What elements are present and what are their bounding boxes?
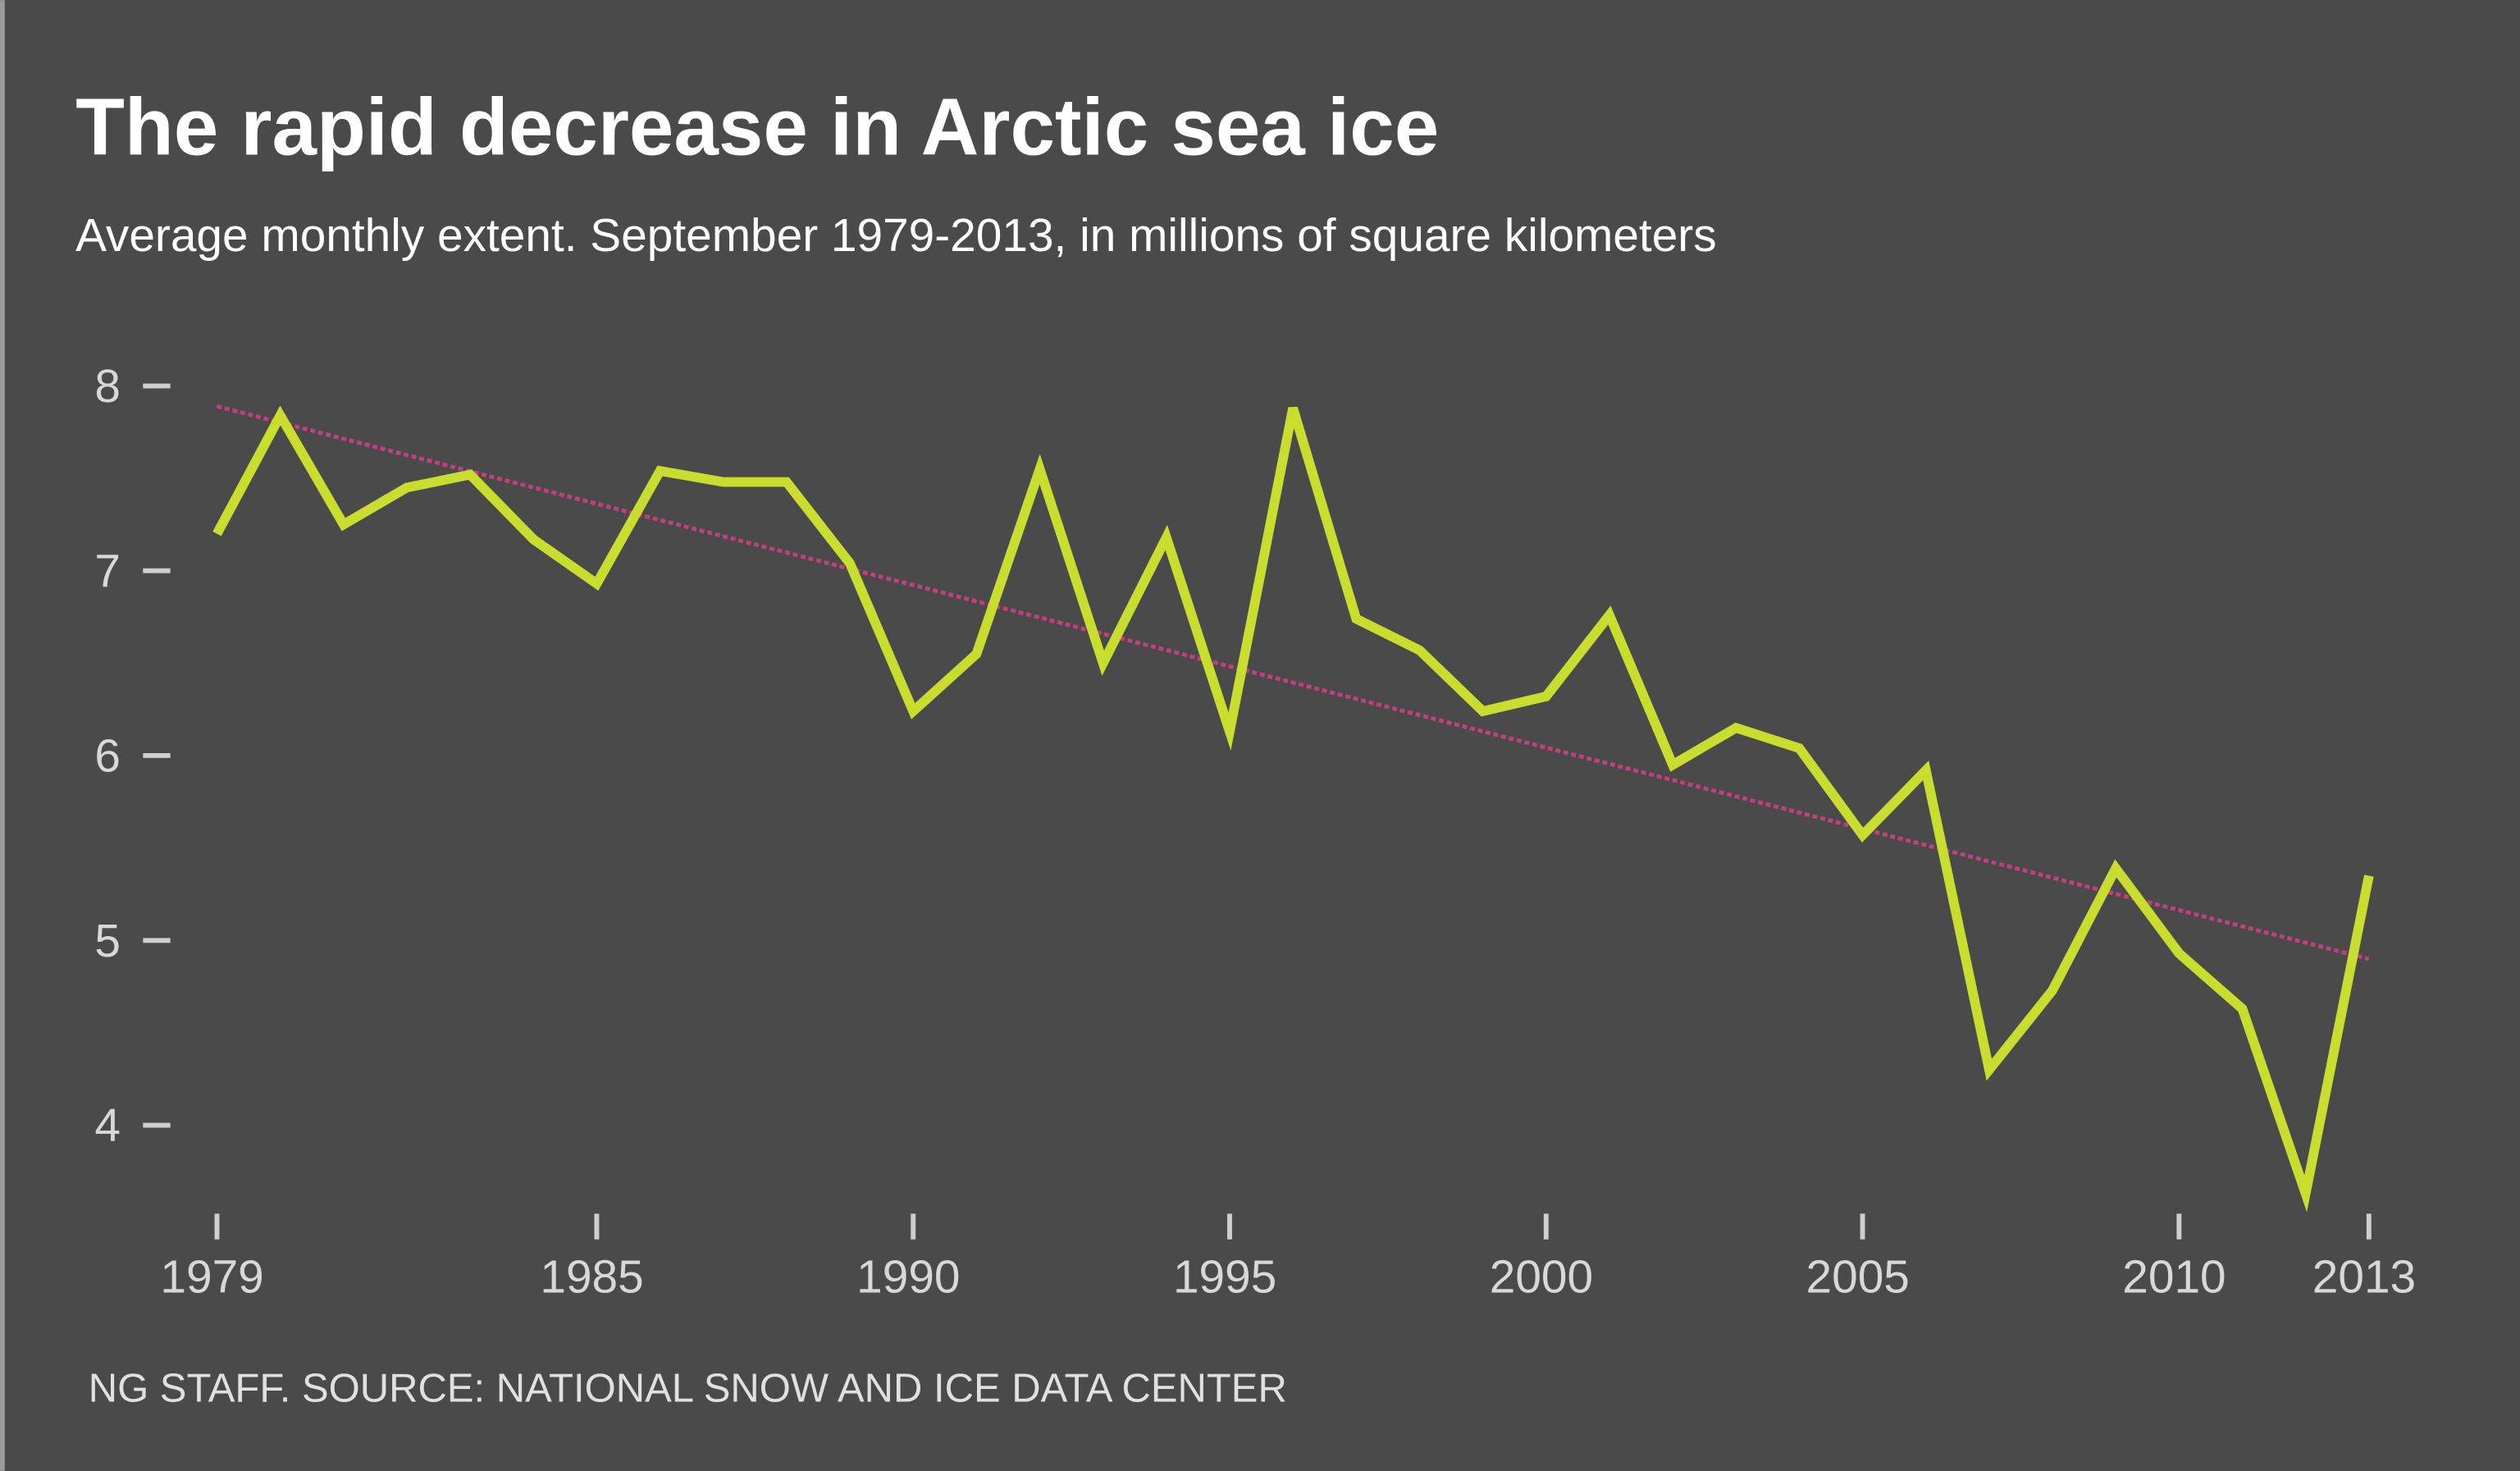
x-axis: 1979 1985 1990 1995 2000 2005 2010 2013 [160, 1213, 2416, 1303]
x-tick-label: 2010 [2122, 1251, 2226, 1303]
x-tick-label: 1990 [856, 1251, 960, 1303]
y-tick-label: 8 [94, 361, 121, 413]
trend-line [216, 404, 2370, 962]
x-tick-label: 1985 [540, 1251, 643, 1303]
y-tick-label: 5 [94, 916, 121, 967]
x-tick-label: 1995 [1173, 1251, 1276, 1303]
x-tick-label: 1979 [160, 1251, 263, 1303]
chart-title: The rapid decrease in Arctic sea ice [75, 81, 1439, 171]
x-tick-label: 2005 [1806, 1251, 1910, 1303]
left-border [0, 0, 5, 1471]
chart-subtitle: Average monthly extent. September 1979-2… [75, 210, 1717, 262]
y-axis: 8 7 6 5 4 [94, 361, 171, 1152]
y-tick-label: 6 [94, 731, 121, 783]
data-points [217, 408, 2370, 1195]
y-tick-label: 4 [94, 1100, 121, 1152]
x-tick-label: 2000 [1490, 1251, 1593, 1303]
x-tick-label: 2013 [2312, 1251, 2416, 1303]
y-tick-label: 7 [94, 546, 121, 597]
source-credit: NG STAFF. SOURCE: NATIONAL SNOW AND ICE … [89, 1367, 1287, 1411]
